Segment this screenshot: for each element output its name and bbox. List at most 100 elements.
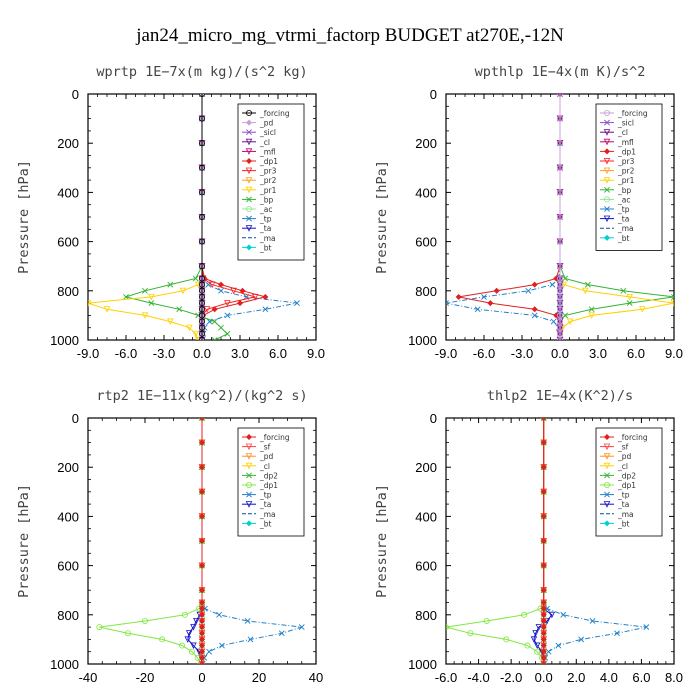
legend-marker — [246, 129, 252, 136]
data-point — [557, 238, 564, 245]
legend-marker — [245, 433, 253, 441]
data-point — [531, 312, 538, 319]
data-point — [540, 599, 547, 606]
panel-title: rtp2 1E−11x(kg^2)/(kg^2 s) — [96, 388, 307, 404]
data-point — [481, 294, 487, 300]
data-point — [181, 611, 188, 618]
data-point — [294, 300, 300, 307]
legend-label: _tp — [617, 491, 630, 500]
data-point — [540, 418, 547, 421]
y-tick-label: 600 — [415, 559, 437, 574]
legend-marker — [245, 225, 253, 232]
data-point — [298, 624, 305, 631]
data-point — [198, 648, 206, 655]
data-point — [198, 287, 205, 294]
x-tick-label: -3.0 — [153, 346, 175, 361]
legend-marker — [245, 110, 252, 117]
y-tick-label: 200 — [57, 136, 79, 151]
data-point — [620, 287, 627, 294]
y-tick-label: 1000 — [408, 657, 437, 672]
data-point — [206, 648, 213, 655]
data-point — [531, 281, 538, 288]
data-point — [626, 293, 633, 301]
x-tick-label: -4.0 — [467, 670, 489, 685]
data-point — [198, 115, 205, 122]
legend-label: _dp1 — [617, 481, 636, 490]
data-point — [557, 140, 564, 147]
data-point — [124, 630, 131, 637]
data-point — [211, 318, 218, 325]
y-tick-label: 200 — [57, 460, 79, 475]
data-point — [198, 439, 206, 446]
legend-label: _dp1 — [259, 481, 278, 490]
legend-label: _pr1 — [617, 176, 635, 185]
legend-marker — [245, 148, 253, 155]
legend: _forcing_pd_sicl_cl_mfl_dp1_pr3_pr2_pr1_… — [237, 103, 305, 261]
legend-label: _ta — [259, 224, 271, 233]
data-point — [179, 642, 186, 649]
data-point — [208, 281, 216, 289]
data-point — [540, 636, 547, 643]
data-point — [199, 94, 205, 97]
legend-marker — [603, 158, 611, 165]
legend-marker — [603, 167, 611, 175]
legend-label: _tp — [259, 215, 272, 224]
data-point — [198, 189, 205, 196]
x-tick-label: -20 — [136, 670, 155, 685]
y-tick-label: 400 — [57, 509, 79, 524]
legend-label: _dp1 — [259, 157, 278, 166]
data-point — [142, 287, 148, 294]
legend-marker — [604, 206, 610, 212]
legend-marker — [245, 443, 253, 451]
data-point — [540, 439, 547, 446]
legend-label: _ta — [617, 215, 629, 224]
legend-label: _sf — [259, 443, 271, 452]
y-tick-label: 0 — [430, 87, 437, 102]
data-point — [531, 306, 538, 313]
data-point — [190, 624, 197, 631]
legend-marker — [245, 481, 252, 488]
data-point — [589, 618, 596, 624]
data-point — [557, 324, 564, 331]
legend: _forcing_sf_pd_cl_dp2_dp1_tp_ta_ma_bt — [595, 427, 663, 537]
data-point — [555, 642, 562, 649]
data-point — [198, 281, 205, 288]
data-point — [540, 464, 547, 471]
data-point — [198, 642, 206, 649]
data-point — [219, 642, 225, 649]
data-point — [198, 300, 205, 307]
x-tick-label: -3.0 — [511, 346, 533, 361]
series-line-dp1 — [446, 418, 545, 664]
data-point — [96, 624, 103, 631]
data-point — [557, 330, 564, 337]
data-point — [493, 287, 500, 294]
data-point — [189, 648, 196, 655]
legend-label: _bt — [617, 519, 630, 528]
panel-title: wprtp 1E−7x(m kg)/(s^2 kg) — [96, 64, 307, 80]
panel-title: wpthlp 1E−4x(m K)/s^2 — [475, 64, 646, 80]
data-point — [198, 537, 206, 545]
x-tick-label: 3.0 — [231, 346, 249, 361]
data-point — [239, 287, 246, 294]
data-point — [198, 306, 205, 313]
data-point — [540, 630, 547, 637]
x-tick-label: 40 — [309, 670, 323, 685]
data-point — [540, 605, 547, 612]
data-point — [278, 630, 285, 637]
data-point — [198, 513, 206, 520]
legend-marker — [603, 148, 611, 155]
data-point — [198, 263, 205, 270]
legend-label: _ac — [259, 205, 272, 214]
data-point — [483, 617, 490, 624]
panel-3: rtp2 1E−11x(kg^2)/(kg^2 s) Pressure [hPa]… — [16, 388, 323, 685]
y-tick-label: 0 — [72, 87, 79, 102]
x-tick-label: 6.0 — [632, 670, 650, 685]
data-point — [216, 611, 223, 618]
data-point — [224, 312, 231, 319]
legend-marker — [603, 215, 611, 223]
y-tick-label: 600 — [57, 559, 79, 574]
x-tick-label: 9.0 — [665, 346, 683, 361]
legend-marker — [245, 501, 253, 508]
x-tick-label: -6.0 — [115, 346, 137, 361]
series-line-bp — [124, 94, 229, 340]
